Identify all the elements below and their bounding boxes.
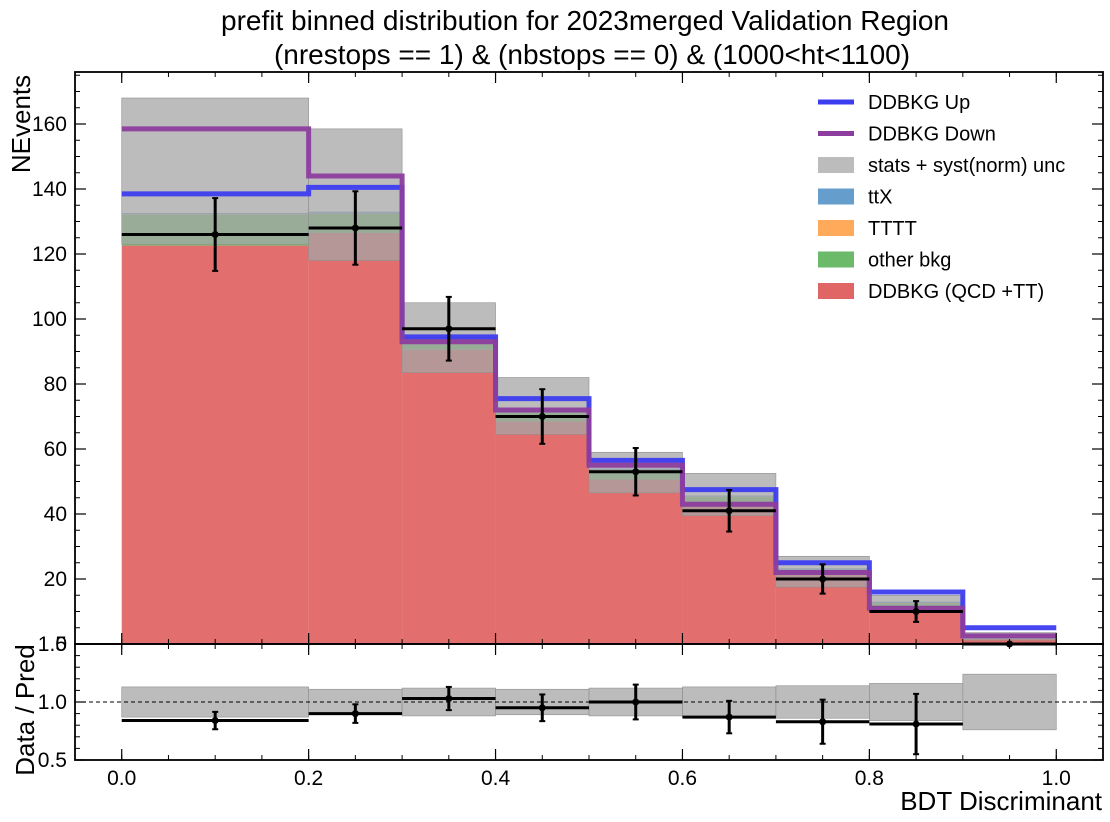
x-tick-label-3: 0.6 <box>668 767 697 790</box>
ratio-point-7 <box>912 720 920 728</box>
y-tick-label-6: 140 <box>32 178 67 201</box>
y-axis-label: NEvents <box>6 75 36 173</box>
x-tick-label-5: 1.0 <box>1042 767 1071 790</box>
stack-bar-ddbkg-3 <box>495 421 589 644</box>
y-tick-label-5: 120 <box>32 243 67 266</box>
stack-bar-ddbkg-1 <box>308 232 403 644</box>
legend-label-4: TTTT <box>868 218 917 240</box>
ratio-point-1 <box>351 710 359 718</box>
y-tick-label-4: 100 <box>32 308 67 331</box>
y-tick-label-0: 20 <box>44 568 67 591</box>
ratio-point-3 <box>538 704 546 712</box>
legend-swatch-3 <box>818 188 854 205</box>
legend-label-2: stats + syst(norm) unc <box>868 155 1065 177</box>
y-tick-label-3: 80 <box>44 373 67 396</box>
legend-label-5: other bkg <box>868 250 951 272</box>
stack-bar-ddbkg-2 <box>402 349 496 644</box>
x-axis-label: BDT Discriminant <box>900 786 1103 816</box>
ratio-point-4 <box>632 698 640 706</box>
legend-label-6: DDBKG (QCD +TT) <box>868 281 1044 303</box>
ratio-point-6 <box>819 718 827 726</box>
ratio-point-5 <box>725 713 733 721</box>
x-tick-label-0: 0.0 <box>107 767 136 790</box>
legend-label-3: ttX <box>868 187 892 209</box>
legend-label-0: DDBKG Up <box>868 92 970 114</box>
y-tick-label-zero: 0 <box>55 633 67 656</box>
data-point-4 <box>632 468 640 476</box>
data-point-5 <box>725 507 733 515</box>
y-tick-label-7: 160 <box>32 113 67 136</box>
ratio-y-tick-label-1: 1.0 <box>38 691 67 714</box>
y-tick-label-2: 60 <box>44 438 67 461</box>
legend-swatch-4 <box>818 220 854 236</box>
data-point-0 <box>211 231 219 238</box>
ratio-y-axis-label: Data / Pred <box>10 644 40 776</box>
legend-label-1: DDBKG Down <box>868 124 996 146</box>
x-tick-label-4: 0.8 <box>855 767 884 790</box>
data-point-3 <box>538 413 546 420</box>
legend-swatch-6 <box>818 283 854 299</box>
ratio-y-tick-label-2: 1.5 <box>38 633 67 656</box>
ratio-panel: 0.0 0.2 0.4 0.6 0.8 1.0 0.5 1.0 1.5 <box>38 633 1104 790</box>
legend-swatch-5 <box>818 251 854 268</box>
data-point-1 <box>351 224 359 232</box>
legend-swatch-2 <box>818 157 854 173</box>
ratio-y-tick-label-0: 0.5 <box>38 749 67 772</box>
x-tick-label-1: 0.2 <box>294 767 323 790</box>
chart-title-line1: prefit binned distribution for 2023merge… <box>221 5 949 36</box>
data-point-2 <box>445 325 453 333</box>
data-point-7 <box>912 608 920 615</box>
x-tick-label-2: 0.4 <box>481 767 511 790</box>
stack-bar-ddbkg-0 <box>121 245 309 645</box>
y-tick-label-1: 40 <box>44 503 67 526</box>
data-point-6 <box>819 575 827 583</box>
main-panel: 20 40 60 80 100 120 140 160 0 <box>32 71 1104 656</box>
ratio-point-2 <box>445 695 453 703</box>
legend: DDBKG Up DDBKG Down stats + syst(norm) unc… <box>818 92 1065 303</box>
stack-bar-ddbkg-4 <box>589 479 683 644</box>
ratio-point-0 <box>211 717 219 725</box>
chart-title-line2: (nrestops == 1) & (nbstops == 0) & (1000… <box>274 39 910 70</box>
